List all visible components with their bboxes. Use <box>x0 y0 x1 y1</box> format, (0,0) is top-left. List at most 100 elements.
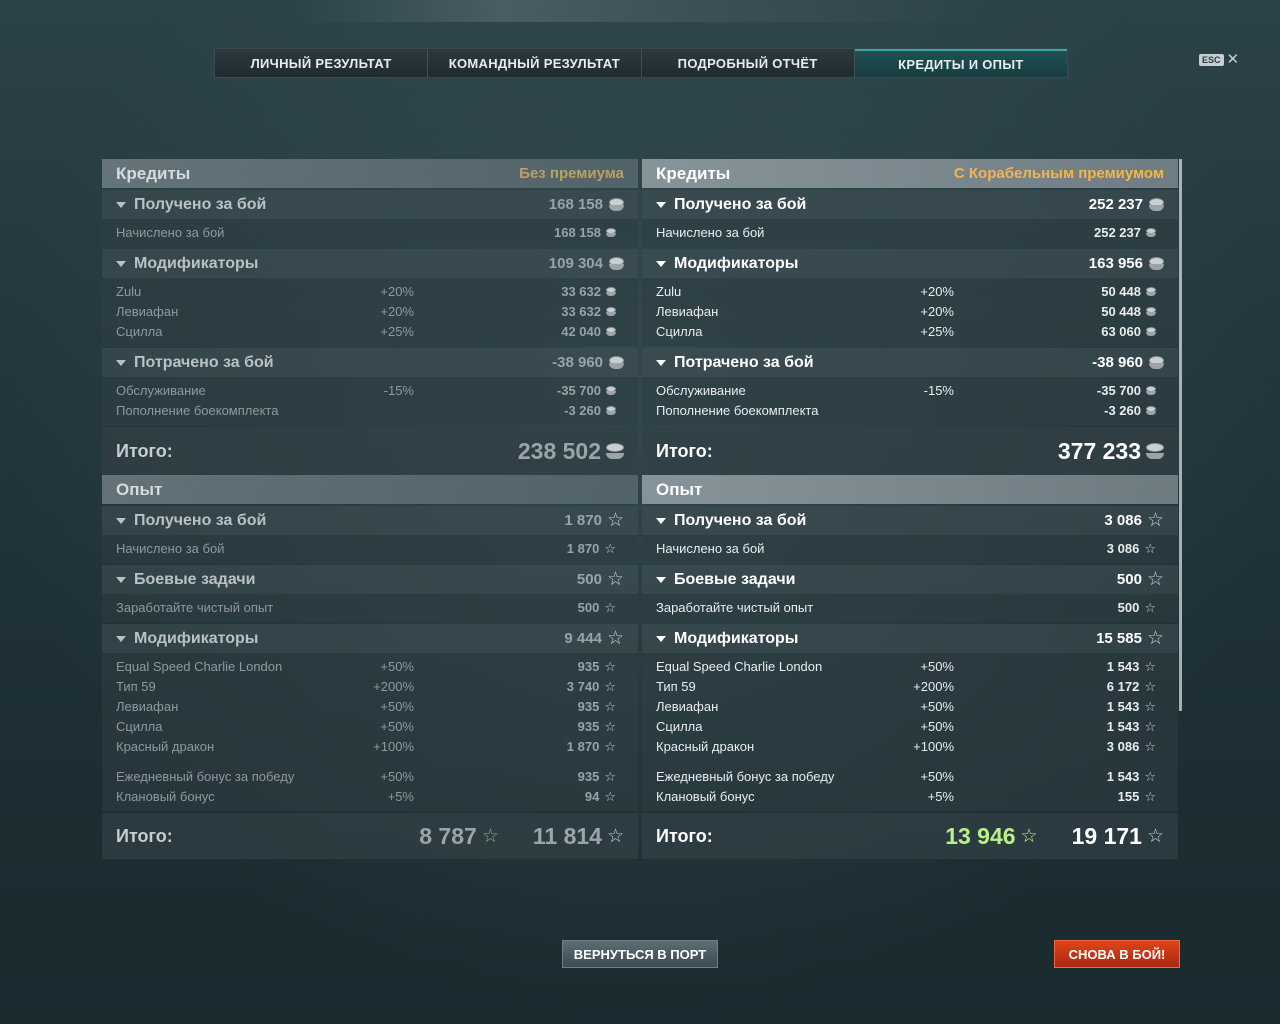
list-item: Обслуживание -15% -35 700 <box>642 380 1178 400</box>
free-xp-total: 8 787 ☆ <box>419 823 499 850</box>
row-percent: +100% <box>913 738 954 754</box>
xp-combat-tasks-value: 500 <box>1116 571 1142 588</box>
xp-combat-tasks-label: Боевые задачи <box>134 570 256 588</box>
xp-total-label: Итого: <box>656 825 713 846</box>
coin-icon <box>606 227 616 237</box>
xp-combat-tasks-header[interactable]: Боевые задачи 500 ☆ <box>642 565 1178 594</box>
credits-earned-header[interactable]: Получено за бой 168 158 <box>102 190 638 219</box>
triangle-down-icon[interactable] <box>656 359 666 366</box>
row-value: 935 ☆ <box>578 769 616 784</box>
xp-modifiers-title: Модификаторы <box>656 630 798 648</box>
row-value: 500 ☆ <box>1118 600 1156 615</box>
xp-modifiers-header[interactable]: Модификаторы 9 444 ☆ <box>102 624 638 653</box>
row-percent: +25% <box>380 323 414 339</box>
row-percent: +50% <box>920 698 954 714</box>
premium-status-label: С Корабельным премиумом <box>953 165 1164 182</box>
credits-spent-header[interactable]: Потрачено за бой -38 960 <box>642 348 1178 377</box>
credits-section-header: Кредиты Без премиума <box>102 159 638 188</box>
credits-earned-label: Получено за бой <box>134 195 267 213</box>
triangle-down-icon[interactable] <box>116 359 126 366</box>
tab-personal-result[interactable]: ЛИЧНЫЙ РЕЗУЛЬТАТ <box>215 49 429 77</box>
coin-icon <box>1146 443 1164 459</box>
credits-section-header: Кредиты С Корабельным премиумом <box>642 159 1178 188</box>
credits-modifiers-header[interactable]: Модификаторы 163 956 <box>642 249 1178 278</box>
row-amount: 252 237 <box>1094 224 1141 240</box>
list-item: Ежедневный бонус за победу +50% 1 543 ☆ <box>642 766 1178 786</box>
row-value: 935 ☆ <box>578 719 616 734</box>
triangle-down-icon[interactable] <box>656 517 666 524</box>
battle-again-button[interactable]: СНОВА В БОЙ! <box>1054 940 1180 968</box>
triangle-down-icon[interactable] <box>656 576 666 583</box>
triangle-down-icon[interactable] <box>656 201 666 208</box>
row-label: Тип 59 <box>116 678 156 694</box>
row-value: 1 543 ☆ <box>1107 769 1156 784</box>
star-icon: ☆ <box>1144 788 1156 804</box>
star-icon: ☆ <box>1144 718 1156 734</box>
scrollbar[interactable] <box>1179 159 1182 711</box>
xp-earned-header[interactable]: Получено за бой 3 086 ☆ <box>642 506 1178 535</box>
star-icon: ☆ <box>606 510 624 531</box>
coin-icon <box>609 356 624 369</box>
xp-combat-tasks-title: Боевые задачи <box>656 571 795 589</box>
row-value: 1 870 ☆ <box>567 541 616 556</box>
coin-icon <box>1146 286 1156 296</box>
row-value: -3 260 <box>1104 403 1156 418</box>
credits-modifiers-header[interactable]: Модификаторы 109 304 <box>102 249 638 278</box>
star-icon: ☆ <box>1144 658 1156 674</box>
star-icon: ☆ <box>604 599 616 615</box>
credits-earned-rows: Начислено за бой 168 158 <box>102 219 638 247</box>
row-amount: 42 040 <box>561 323 601 339</box>
row-percent: +50% <box>380 658 414 674</box>
triangle-down-icon[interactable] <box>116 201 126 208</box>
xp-section-header: Опыт <box>102 475 638 504</box>
row-amount: 1 543 <box>1106 658 1140 674</box>
credits-modifiers-rows: Zulu +20% 33 632 Левиафан +20% 33 632 Сцилла +2… <box>102 278 638 346</box>
credits-spent-label: Потрачено за бой <box>674 353 814 371</box>
triangle-down-icon[interactable] <box>656 260 666 267</box>
row-value: 500 ☆ <box>578 600 616 615</box>
star-icon: ☆ <box>1144 540 1156 556</box>
star-icon: ☆ <box>604 768 616 784</box>
credits-total-amount: 377 233 <box>1057 437 1141 464</box>
list-item: Левиафан +50% 935 ☆ <box>102 696 638 716</box>
credits-spent-total: -38 960 <box>1092 354 1164 371</box>
xp-modifiers-header[interactable]: Модификаторы 15 585 ☆ <box>642 624 1178 653</box>
star-icon: ☆ <box>1146 569 1164 590</box>
row-amount: 1 870 <box>566 738 600 754</box>
row-label: Zulu <box>116 283 142 299</box>
row-label: Сцилла <box>656 323 703 339</box>
close-button[interactable]: ESC ✕ <box>1199 52 1239 67</box>
star-icon: ☆ <box>604 678 616 694</box>
star-icon: ☆ <box>1144 738 1156 754</box>
row-amount: 33 632 <box>561 303 601 319</box>
close-icon: ✕ <box>1226 51 1240 68</box>
return-to-port-button[interactable]: ВЕРНУТЬСЯ В ПОРТ <box>562 940 718 968</box>
triangle-down-icon[interactable] <box>116 635 126 642</box>
tab-team-result[interactable]: КОМАНДНЫЙ РЕЗУЛЬТАТ <box>428 49 642 77</box>
list-item: Начислено за бой 3 086 ☆ <box>642 538 1178 558</box>
credits-modifiers-label: Модификаторы <box>674 254 799 272</box>
row-amount: 94 <box>584 788 600 804</box>
xp-total-amount: 19 171 <box>1071 822 1142 849</box>
xp-earned-header[interactable]: Получено за бой 1 870 ☆ <box>102 506 638 535</box>
list-item: Обслуживание -15% -35 700 <box>102 380 638 400</box>
credits-spent-title: Потрачено за бой <box>116 354 274 372</box>
star-icon: ☆ <box>1146 628 1164 649</box>
tab-credits-and-xp[interactable]: КРЕДИТЫ И ОПЫТ <box>854 49 1067 77</box>
tab-detailed-report[interactable]: ПОДРОБНЫЙ ОТЧЁТ <box>641 49 855 77</box>
triangle-down-icon[interactable] <box>116 576 126 583</box>
triangle-down-icon[interactable] <box>116 517 126 524</box>
credits-earned-header[interactable]: Получено за бой 252 237 <box>642 190 1178 219</box>
credits-spent-header[interactable]: Потрачено за бой -38 960 <box>102 348 638 377</box>
credits-spent-rows: Обслуживание -15% -35 700 Пополнение боеком… <box>102 377 638 425</box>
triangle-down-icon[interactable] <box>116 260 126 267</box>
free-xp-total: 13 946 ☆ <box>945 823 1037 850</box>
row-amount: -3 260 <box>564 402 601 418</box>
row-label: Обслуживание <box>116 382 206 398</box>
triangle-down-icon[interactable] <box>656 635 666 642</box>
row-amount: 33 632 <box>561 283 601 299</box>
row-percent: -15% <box>383 382 414 398</box>
column-no-premium: Кредиты Без премиума Получено за бой 168 15… <box>102 159 638 859</box>
xp-modifiers-value: 9 444 <box>564 630 602 647</box>
xp-combat-tasks-header[interactable]: Боевые задачи 500 ☆ <box>102 565 638 594</box>
